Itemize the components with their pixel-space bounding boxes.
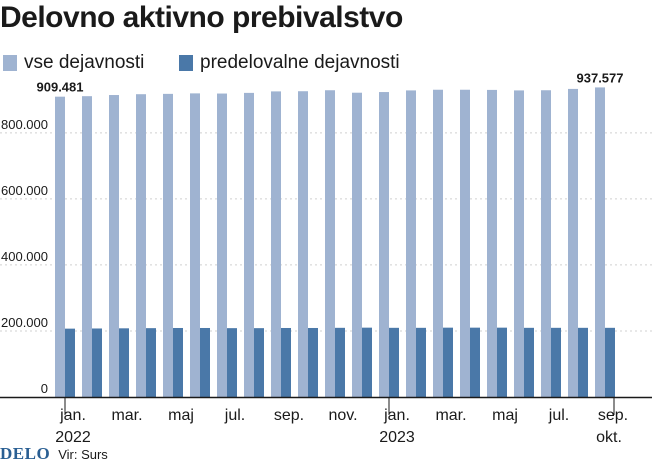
- bar-all-activities: [379, 92, 389, 397]
- x-tick-label: mar.: [111, 407, 142, 424]
- bar-manufacturing: [389, 327, 399, 397]
- bar-all-activities: [82, 96, 92, 397]
- x-tick-label: mar.: [435, 407, 466, 424]
- bar-all-activities: [298, 91, 308, 397]
- y-tick-label: 200.000: [1, 315, 48, 330]
- legend-swatch-all: [3, 55, 17, 71]
- bar-all-activities: [325, 90, 335, 398]
- bar-manufacturing: [65, 328, 75, 397]
- x-year-label: 2023: [379, 429, 415, 446]
- x-tick-label: sep.: [274, 407, 304, 424]
- x-tick-label: jan.: [383, 407, 410, 424]
- x-tick-label: jul.: [224, 407, 245, 424]
- legend-label-manufacturing: predelovalne dejavnosti: [200, 52, 400, 73]
- bar-manufacturing: [470, 327, 480, 397]
- bar-manufacturing: [497, 327, 507, 397]
- bar-manufacturing: [362, 327, 372, 397]
- bar-all-activities: [541, 90, 551, 398]
- data-label: 909.481: [37, 80, 84, 95]
- bar-manufacturing: [227, 328, 237, 397]
- bar-all-activities: [460, 89, 470, 397]
- chart-title: Delovno aktivno prebivalstvo: [0, 1, 403, 34]
- y-tick-label: 0: [41, 381, 48, 396]
- bar-manufacturing: [254, 328, 264, 397]
- y-tick-label: 400.000: [1, 249, 48, 264]
- legend-label-all: vse dejavnosti: [24, 52, 145, 73]
- bar-manufacturing: [308, 327, 318, 397]
- bar-manufacturing: [335, 327, 345, 397]
- bar-manufacturing: [578, 327, 588, 397]
- x-year-label: 2022: [55, 429, 91, 446]
- bar-all-activities: [217, 93, 227, 397]
- bar-all-activities: [244, 92, 254, 398]
- bar-manufacturing: [146, 328, 156, 397]
- footer-brand: DELO: [0, 444, 51, 463]
- bar-all-activities: [514, 90, 524, 398]
- x-tick-label: sep.: [598, 407, 628, 424]
- bar-all-activities: [487, 89, 497, 397]
- x-tick-label: nov.: [328, 407, 357, 424]
- legend-swatch-manufacturing: [179, 55, 193, 71]
- bar-all-activities: [568, 88, 578, 398]
- y-tick-label: 600.000: [1, 183, 48, 198]
- bar-manufacturing: [416, 327, 426, 397]
- footer-source: Vir: Surs: [58, 447, 108, 462]
- bar-manufacturing: [551, 327, 561, 397]
- bar-manufacturing: [200, 327, 210, 397]
- bar-manufacturing: [524, 327, 534, 397]
- bar-all-activities: [433, 89, 443, 397]
- bar-all-activities: [271, 91, 281, 398]
- bar-all-activities: [595, 87, 605, 397]
- legend-item-all: vse dejavnosti: [3, 52, 144, 74]
- bar-manufacturing: [281, 327, 291, 397]
- x-tick-label: jul.: [548, 407, 569, 424]
- bar-all-activities: [109, 95, 119, 398]
- x-tick-label: maj: [492, 407, 518, 424]
- bar-manufacturing: [173, 327, 183, 397]
- bar-manufacturing: [92, 328, 102, 397]
- y-tick-label: 800.000: [1, 117, 48, 132]
- bar-all-activities: [406, 90, 416, 398]
- bar-all-activities: [190, 93, 200, 397]
- x-tick-label: okt.: [596, 429, 622, 446]
- bar-all-activities: [55, 96, 65, 397]
- x-tick-label: jan.: [59, 407, 86, 424]
- legend-item-manufacturing: predelovalne dejavnosti: [179, 52, 400, 74]
- bar-all-activities: [136, 94, 146, 397]
- x-tick-label: maj: [168, 407, 194, 424]
- bar-manufacturing: [443, 327, 453, 397]
- bar-all-activities: [352, 92, 362, 398]
- bar-all-activities: [163, 93, 173, 398]
- data-label: 937.577: [577, 70, 624, 85]
- bar-manufacturing: [605, 327, 615, 397]
- bar-manufacturing: [119, 328, 129, 397]
- footer: DELO Vir: Surs: [0, 444, 108, 464]
